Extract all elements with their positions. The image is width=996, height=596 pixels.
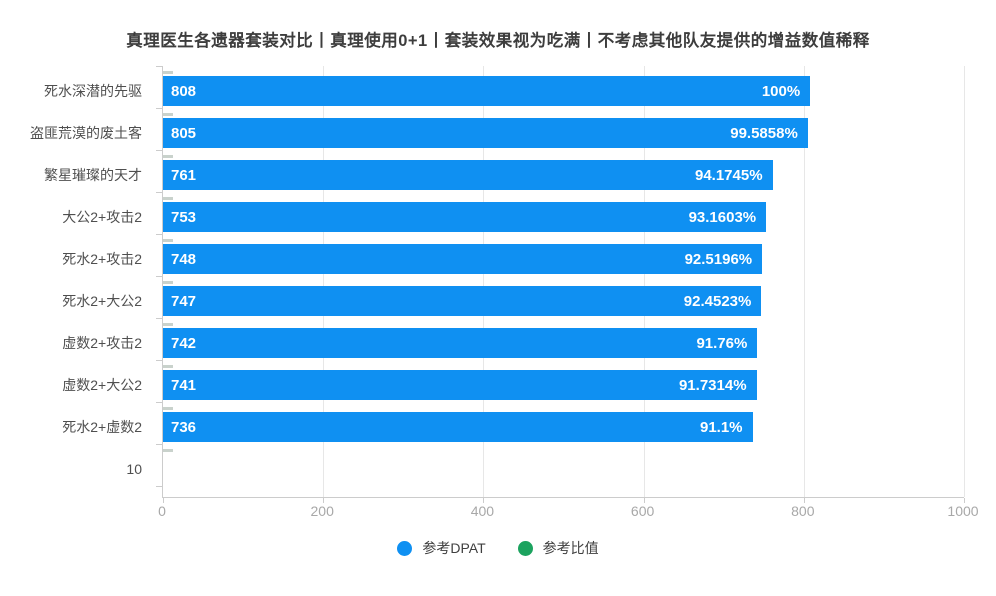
bar-percent-label: 91.7314% [678,376,747,394]
y-axis-tick [156,234,162,235]
legend-item-dpat[interactable]: 参考DPAT [397,538,486,558]
y-axis-tick [156,150,162,151]
bar-value-label: 808 [171,82,197,100]
y-axis-tick [156,276,162,277]
gridline [643,66,645,497]
gridline [483,66,485,497]
bar-percent-label: 100% [761,82,801,100]
ratio-bar [163,113,173,116]
gridline [803,66,805,497]
bar-value-label: 736 [171,418,197,436]
bar-value-label: 748 [171,250,197,268]
x-axis-tick-label: 600 [630,503,655,519]
x-axis-tick-label: 800 [791,503,815,519]
legend-item-label: 参考DPAT [422,540,486,556]
bar-value-label: 747 [171,292,197,310]
x-axis-tick-label: 400 [470,503,495,519]
bar-percent-label: 93.1603% [688,208,757,226]
y-axis-tick [156,444,162,445]
bar-value-label: 742 [171,334,197,352]
dpat-bar: 742 91.76% [163,328,758,358]
ratio-bar [163,71,173,74]
category-label: 虚数2+大公2 [62,377,142,393]
dpat-bar: 747 92.4523% [163,286,762,316]
ratio-bar [163,197,173,200]
category-label: 虚数2+攻击2 [62,335,142,351]
dpat-bar: 741 91.7314% [163,370,757,400]
x-axis-tick [964,498,965,503]
ratio-bar [163,323,173,326]
dpat-bar: 753 93.1603% [163,202,767,232]
plot-area: 808 100% 805 99.5858% 761 94.1745% 753 93.1603%… [156,66,965,503]
ratio-bar [163,281,173,284]
y-axis-tick [156,486,162,487]
dpat-bar: 736 91.1% [163,412,753,442]
legend-item-label: 参考比值 [542,540,599,556]
bar-value-label: 741 [171,376,197,394]
y-axis-tick [156,66,162,67]
legend-marker [517,540,533,556]
x-axis-tick [163,498,164,503]
dpat-bar: 805 99.5858% [163,118,808,148]
x-axis-tick-label: 200 [310,503,334,519]
gridline [964,66,965,497]
y-axis-tick [156,402,162,403]
gridline [323,66,325,497]
ratio-bar [163,239,173,242]
ratio-bar [163,155,173,158]
bar-value-label: 753 [171,208,197,226]
y-axis-tick [156,318,162,319]
dpat-bar: 748 92.5196% [163,244,763,274]
x-axis-tick [803,498,805,503]
ratio-bar [163,449,173,452]
bar-percent-label: 92.5196% [684,250,753,268]
ratio-bar [163,365,173,368]
bar-percent-label: 91.76% [696,334,748,352]
dpat-bar: 808 100% [163,76,811,106]
legend-marker [397,540,413,556]
y-axis-labels: 死水深潜的先驱盗匪荒漠的废土客繁星璀璨的天才大公2+攻击2 死水2+攻击2 死水2+… [0,66,152,497]
category-label: 繁星璀璨的天才 [44,167,142,183]
category-label: 死水2+大公2 [62,293,142,309]
bar-value-label: 761 [171,166,197,184]
category-label: 死水2+攻击2 [62,251,142,267]
bar-percent-label: 92.4523% [683,292,752,310]
x-axis-tick [483,498,485,503]
chart-title: 真理医生各遗器套装对比丨真理使用0+1丨套装效果视为吃满丨不考虑其他队友提供的增… [126,32,870,50]
x-axis-tick [643,498,645,503]
category-label: 10 [126,461,142,477]
y-axis-tick [156,360,162,361]
legend: 参考DPAT 参考比值 [0,538,996,558]
x-axis-labels: 0 200 400 600 800 1000 [158,503,978,521]
bar-percent-label: 91.1% [699,418,743,436]
bar-percent-label: 99.5858% [730,124,798,142]
category-label: 死水深潜的先驱 [44,83,142,99]
y-axis-tick [156,192,162,193]
x-axis-tick-label: 0 [158,503,166,519]
legend-item-ratio[interactable]: 参考比值 [517,538,599,558]
bar-percent-label: 94.1745% [694,166,763,184]
category-label: 大公2+攻击2 [62,209,142,225]
dpat-bar: 761 94.1745% [163,160,773,190]
ratio-bar [163,407,173,410]
x-axis-tick-label: 1000 [947,503,979,519]
bar-value-label: 805 [171,124,197,142]
x-axis-tick [323,498,325,503]
y-axis-tick [156,108,162,109]
category-label: 盗匪荒漠的废土客 [30,125,142,141]
category-label: 死水2+虚数2 [62,419,142,435]
